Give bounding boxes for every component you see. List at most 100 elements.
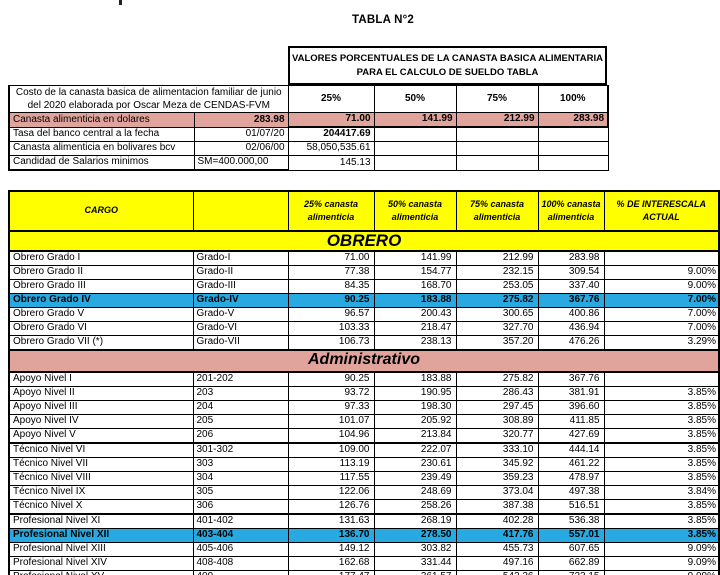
cell-v100: 723.15 — [537, 569, 605, 575]
values-box: VALORES PORCENTUALES DE LA CANASTA BASIC… — [288, 46, 607, 85]
table-row: Técnico Nivel VI 301-302 109.00 222.07 333.1… — [8, 441, 720, 458]
cell-v25: 109.00 — [287, 441, 375, 458]
cell-v100: 367.76 — [537, 292, 605, 308]
cell-v100: 557.01 — [537, 527, 605, 543]
cell-v50: 278.50 — [373, 527, 457, 543]
cell-v50: 168.70 — [373, 278, 457, 294]
cell-code: 303 — [192, 456, 289, 472]
cell-v25: 106.73 — [287, 334, 375, 351]
cell-code: 403-404 — [192, 527, 289, 543]
cell-cargo: Técnico Nivel VIII — [8, 470, 194, 486]
cell-cargo: Apoyo Nivel II — [8, 385, 194, 401]
cell-v50: 213.84 — [373, 427, 457, 444]
cell-cargo: Técnico Nivel VI — [8, 441, 194, 458]
empty-cell — [455, 126, 539, 142]
cell-v25: 101.07 — [287, 413, 375, 429]
table-row: Obrero Grado I Grado-I 71.00 141.99 212.99 28… — [8, 250, 720, 266]
cell-code: Grado-V — [192, 306, 289, 322]
cell-cargo: Técnico Nivel IX — [8, 484, 194, 500]
empty-cell — [455, 141, 539, 156]
empty-cell — [537, 126, 609, 142]
cell-cargo: Técnico Nivel X — [8, 498, 194, 515]
stray-crop-mark — [119, 0, 122, 5]
header-grade — [192, 190, 289, 232]
cell-v50: 141.99 — [373, 250, 457, 266]
cell-code: Grado-IV — [192, 292, 289, 308]
cell-cargo: Apoyo Nivel I — [8, 371, 194, 387]
info-row-dollars: Canasta alimenticia en dolares 283.98 71… — [8, 112, 610, 128]
percent-header-50: 50% — [373, 85, 457, 113]
table-row: Obrero Grado VII (*) Grado-VII 106.73 238.1… — [8, 334, 720, 351]
info-label: Canasta alimenticia en bolivares bcv — [8, 141, 195, 156]
cell-cargo: Obrero Grado VII (*) — [8, 334, 194, 351]
table-row: Obrero Grado IV Grado-IV 90.25 183.88 275.82… — [8, 292, 720, 308]
cell-v100: 367.76 — [537, 371, 605, 387]
cell-cargo: Obrero Grado I — [8, 250, 194, 266]
info-row-rate: Tasa del banco central a la fecha 01/07/… — [8, 126, 609, 142]
cell-v100: 400.86 — [537, 306, 605, 322]
cell-v75: 359.23 — [455, 470, 539, 486]
cell-pct: 3.85% — [603, 385, 720, 401]
cell-v25: 131.63 — [287, 512, 375, 529]
cell-v50: 222.07 — [373, 441, 457, 458]
salaries-amount: 145.13 — [287, 155, 375, 171]
table-row: Obrero Grado VI Grado-VI 103.33 218.47 327.7… — [8, 320, 720, 336]
cell-code: Grado-III — [192, 278, 289, 294]
cell-v50: 198.30 — [373, 399, 457, 415]
cell-v50: 218.47 — [373, 320, 457, 336]
cell-pct: 3.85% — [603, 512, 720, 529]
cell-v100: 607.65 — [537, 541, 605, 557]
cell-pct: 7.00% — [603, 292, 720, 308]
cell-pct: 3.85% — [603, 470, 720, 486]
cell-cargo: Profesional Nivel XIII — [8, 541, 194, 557]
cell-pct: 3.85% — [603, 498, 720, 515]
cell-v50: 190.95 — [373, 385, 457, 401]
cell-cargo: Técnico Nivel VII — [8, 456, 194, 472]
cell-cargo: Profesional Nivel XIV — [8, 555, 194, 571]
header-50: 50% canasta alimenticia — [373, 190, 457, 232]
cell-code: 305 — [192, 484, 289, 500]
table-row: Técnico Nivel VIII 304 117.55 239.49 359.23 4… — [8, 470, 720, 486]
dollars-25: 71.00 — [287, 112, 375, 128]
cell-pct: 3.85% — [603, 427, 720, 444]
cell-v25: 103.33 — [287, 320, 375, 336]
cell-pct: 3.29% — [603, 334, 720, 351]
cell-cargo: Obrero Grado VI — [8, 320, 194, 336]
cell-v75: 357.20 — [455, 334, 539, 351]
section-title: Administrativo — [8, 348, 720, 373]
cell-v75: 542.36 — [455, 569, 539, 575]
cell-cargo: Profesional Nivel XII — [8, 527, 194, 543]
cell-v50: 239.49 — [373, 470, 457, 486]
cell-cargo: Obrero Grado II — [8, 264, 194, 280]
cell-cargo: Obrero Grado III — [8, 278, 194, 294]
header-cargo: CARGO — [8, 190, 194, 232]
cell-v25: 71.00 — [287, 250, 375, 266]
cost-header-cell: Costo de la canasta basica de alimentaci… — [7, 85, 289, 113]
cell-v100: 478.97 — [537, 470, 605, 486]
cell-v100: 444.14 — [537, 441, 605, 458]
cell-v100: 381.91 — [537, 385, 605, 401]
cell-pct: 3.85% — [603, 456, 720, 472]
table-row: Apoyo Nivel I 201-202 90.25 183.88 275.82 367… — [8, 371, 720, 387]
cell-code: 401-402 — [192, 512, 289, 529]
cell-v50: 154.77 — [373, 264, 457, 280]
table-row: Profesional Nivel XV409177.47361.57542.3… — [8, 569, 720, 575]
table-row: Apoyo Nivel II 203 93.72 190.95 286.43 381.91… — [8, 385, 720, 401]
cell-code: 301-302 — [192, 441, 289, 458]
cell-code: 204 — [192, 399, 289, 415]
cell-v75: 333.10 — [455, 441, 539, 458]
cell-code: 405-406 — [192, 541, 289, 557]
cell-code: 205 — [192, 413, 289, 429]
salary-table: CARGO 25% canasta alimenticia 50% canast… — [8, 190, 720, 575]
empty-cell — [537, 141, 609, 156]
cell-v75: 308.89 — [455, 413, 539, 429]
empty-cell — [373, 155, 457, 171]
cell-code: 306 — [192, 498, 289, 515]
header-25: 25% canasta alimenticia — [287, 190, 375, 232]
info-header-row: Costo de la canasta basica de alimentaci… — [7, 85, 610, 113]
cell-v100: 396.60 — [537, 399, 605, 415]
cell-v100: 411.85 — [537, 413, 605, 429]
cell-v75: 212.99 — [455, 250, 539, 266]
table-row: Profesional Nivel XIV 408-408 162.68 331.44… — [8, 555, 720, 571]
cell-code: 304 — [192, 470, 289, 486]
